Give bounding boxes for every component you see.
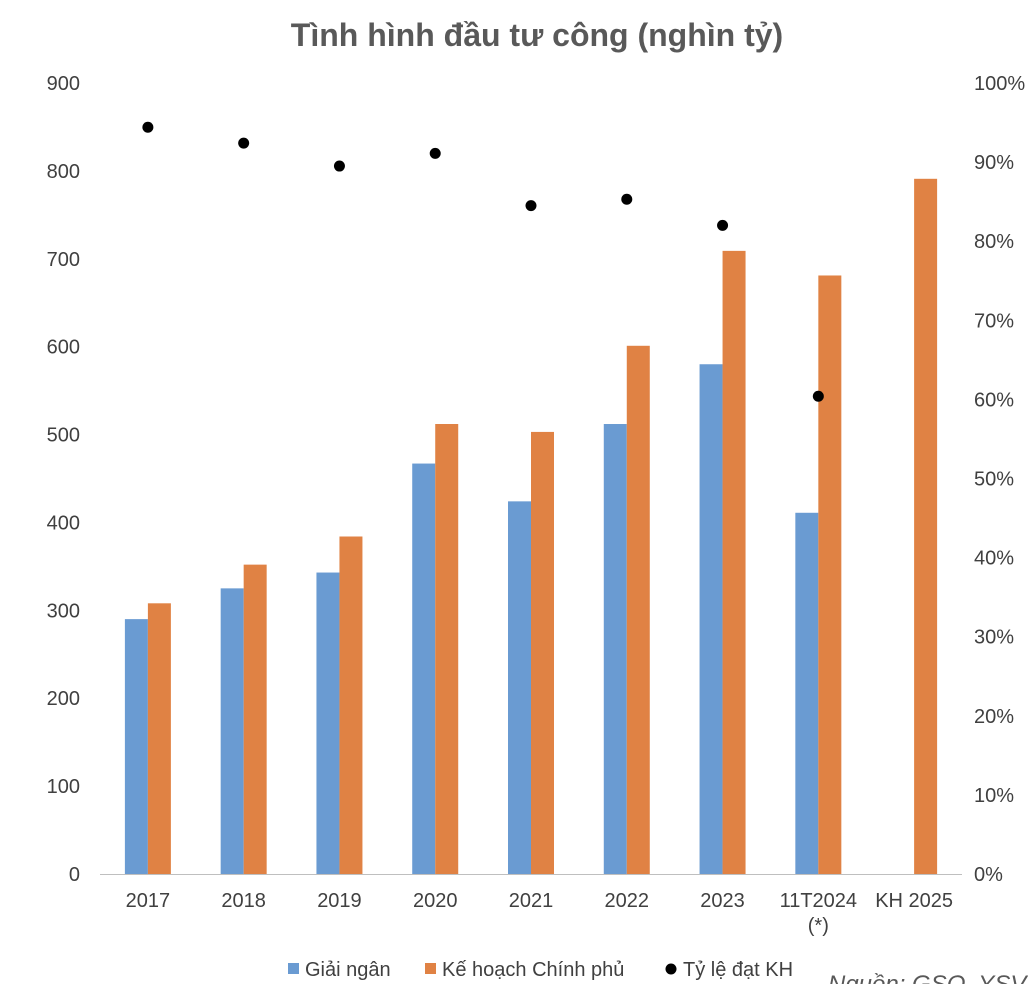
bar-giai-ngan-2022 <box>603 424 627 874</box>
y-right-tick-label: 100% <box>974 73 1025 95</box>
x-tick-label: 2019 <box>317 890 362 912</box>
x-tick-label: 2018 <box>221 890 266 912</box>
x-tick-label: 2021 <box>509 890 554 912</box>
y-left-tick-label: 0 <box>69 864 80 886</box>
bar-ke-hoach-2020 <box>435 424 459 874</box>
y-left-tick-label: 200 <box>47 688 80 710</box>
legend-label-kế-hoạch-chính-phủ: Kế hoạch Chính phủ <box>442 959 624 981</box>
source-note: Nguồn: GSO, YSV <box>828 971 1028 984</box>
legend: Giải ngân Kế hoạch Chính phủ Tỷ lệ đạt KH <box>288 959 793 981</box>
y-right-tick-label: 50% <box>974 469 1014 491</box>
point-ty-le-2023 <box>717 219 729 231</box>
y-right-tick-label: 40% <box>974 548 1014 570</box>
y-right-tick-label: 10% <box>974 785 1014 807</box>
legend-label-tỷ-lệ-đạt-kh: Tỷ lệ đạt KH <box>683 959 793 981</box>
y-left-tick-label: 100 <box>47 776 80 798</box>
bar-ke-hoach-2017 <box>147 603 171 874</box>
y-right-tick-label: 70% <box>974 310 1014 332</box>
point-ty-le-2017 <box>142 121 154 133</box>
bar-giai-ngan-2021 <box>508 501 531 874</box>
x-tick-sublabel: (*) <box>808 915 829 937</box>
bar-giai-ngan-2020 <box>412 463 436 874</box>
y-right-tick-label: 0% <box>974 864 1003 886</box>
bar-ke-hoach-2021 <box>531 431 554 874</box>
point-ty-le-2019 <box>333 160 345 172</box>
y-left-tick-label: 900 <box>47 73 80 95</box>
bar-ke-hoach-kh-2025 <box>914 178 938 874</box>
y-left-tick-label: 700 <box>47 249 80 271</box>
bar-giai-ngan-11t2024 <box>795 512 819 874</box>
point-ty-le-11t2024 <box>812 390 824 402</box>
legend-label-giải-ngân: Giải ngân <box>305 959 391 981</box>
y-left-tick-label: 500 <box>47 425 80 447</box>
bar-giai-ngan-2018 <box>220 588 244 874</box>
legend-swatch-giải-ngân <box>288 963 299 974</box>
bar-ke-hoach-11t2024 <box>818 275 842 874</box>
y-right-tick-label: 90% <box>974 152 1014 174</box>
y-left-tick-label: 800 <box>47 161 80 183</box>
bar-giai-ngan-2019 <box>316 572 340 874</box>
y-left-tick-label: 600 <box>47 337 80 359</box>
bar-giai-ngan-2017 <box>124 619 148 874</box>
bar-ke-hoach-2019 <box>339 536 363 874</box>
point-ty-le-2022 <box>621 193 633 205</box>
y-right-tick-label: 30% <box>974 627 1014 649</box>
y-left-tick-label: 300 <box>47 600 80 622</box>
plot-area: 0 100 200 300 400 500 600 700 800 900 0% 10% 20% 30% 4… <box>47 73 1026 937</box>
legend-swatch-kế-hoạch-chính-phủ <box>425 963 436 974</box>
bar-ke-hoach-2022 <box>626 345 650 874</box>
y-right-tick-label: 80% <box>974 231 1014 253</box>
x-tick-label: 11T2024 <box>780 890 857 912</box>
bar-ke-hoach-2018 <box>243 564 267 874</box>
bar-giai-ngan-2023 <box>699 364 723 874</box>
x-tick-label: 2023 <box>700 890 745 912</box>
x-tick-label: KH 2025 <box>875 890 953 912</box>
y-right-tick-label: 20% <box>974 706 1014 728</box>
bar-ke-hoach-2023 <box>722 250 746 874</box>
point-ty-le-2020 <box>429 147 441 159</box>
point-ty-le-2021 <box>525 200 537 212</box>
x-tick-label: 2020 <box>413 890 458 912</box>
point-ty-le-2018 <box>238 137 250 149</box>
y-right-tick-label: 60% <box>974 389 1014 411</box>
x-tick-label: 2022 <box>605 890 650 912</box>
y-left-tick-label: 400 <box>47 512 80 534</box>
chart-title: Tình hình đầu tư công (nghìn tỷ) <box>291 17 783 53</box>
x-tick-label: 2017 <box>126 890 171 912</box>
legend-swatch-tỷ-lệ-đạt-kh <box>665 963 677 975</box>
